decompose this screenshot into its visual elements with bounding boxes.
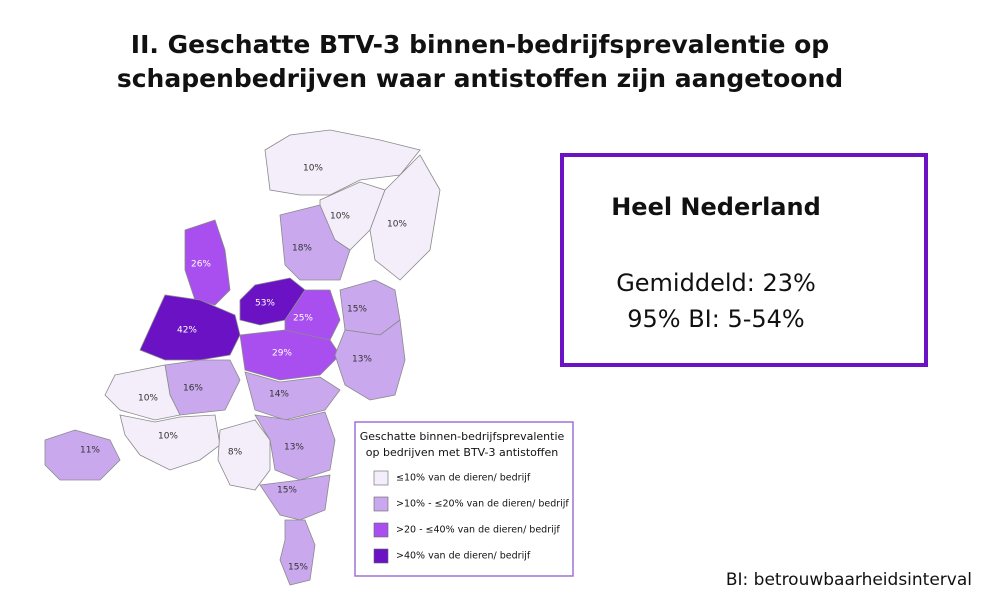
footnote: BI: betrouwbaarheidsinterval	[726, 570, 972, 590]
region-label: 14%	[269, 390, 289, 400]
legend-title: op bedrijven met BTV-3 antistoffen	[366, 446, 558, 459]
region-label: 53%	[255, 299, 275, 309]
region	[217, 419, 271, 491]
region	[254, 411, 336, 481]
region-label: 25%	[293, 314, 313, 324]
region-label: 42%	[177, 326, 197, 336]
region	[279, 204, 351, 281]
legend-label: >10% - ≤20% van de dieren/ bedrijf	[396, 499, 569, 510]
title-line: schapenbedrijven waar antistoffen zijn a…	[117, 64, 843, 93]
region-label: 10%	[387, 220, 407, 230]
region-label: 26%	[191, 260, 211, 270]
region-label: 15%	[347, 305, 367, 315]
region	[279, 519, 316, 586]
legend-title: Geschatte binnen-bedrijfsprevalentie	[360, 430, 565, 443]
summary-mean: Gemiddeld: 23%	[616, 269, 816, 297]
summary-interval: 95% BI: 5-54%	[627, 305, 805, 333]
region-label: 13%	[352, 355, 372, 365]
region	[334, 319, 406, 401]
region-label: 10%	[330, 212, 350, 222]
region	[239, 329, 341, 381]
region-label: 15%	[277, 486, 297, 496]
region	[44, 429, 121, 481]
map: 10% 10% 10% 18% 26% 53% 25% 15% 42% 29% 13% 16% 10% 1…	[44, 129, 441, 586]
region	[104, 364, 181, 421]
region-label: 10%	[138, 394, 158, 404]
region-label: 10%	[303, 164, 323, 174]
region	[119, 414, 221, 471]
region-label: 16%	[183, 384, 203, 394]
legend-label: >40% van de dieren/ bedrijf	[396, 551, 531, 562]
region	[259, 474, 331, 521]
title-line: II. Geschatte BTV-3 binnen-bedrijfspreva…	[131, 30, 829, 59]
region	[244, 371, 341, 421]
legend: ≤10% van de dieren/ bedrijf >10% - ≤20% v…	[373, 470, 569, 564]
legend-swatch	[373, 496, 389, 512]
legend-swatch	[373, 470, 389, 486]
legend-swatch	[373, 522, 389, 538]
region	[184, 219, 231, 306]
region	[369, 154, 441, 281]
summary-heading: Heel Nederland	[611, 193, 821, 221]
region-label: 11%	[80, 446, 100, 456]
legend-label: ≤10% van de dieren/ bedrijf	[396, 473, 531, 484]
region-label: 10%	[158, 432, 178, 442]
region-label: 15%	[288, 563, 308, 573]
region-label: 8%	[228, 448, 243, 458]
region-label: 18%	[292, 244, 312, 254]
region-label: 29%	[272, 349, 292, 359]
summary-box	[560, 153, 928, 367]
legend-box	[354, 421, 574, 577]
region-label: 13%	[284, 443, 304, 453]
legend-label: >20 - ≤40% van de dieren/ bedrijf	[396, 525, 560, 536]
legend-swatch	[373, 548, 389, 564]
